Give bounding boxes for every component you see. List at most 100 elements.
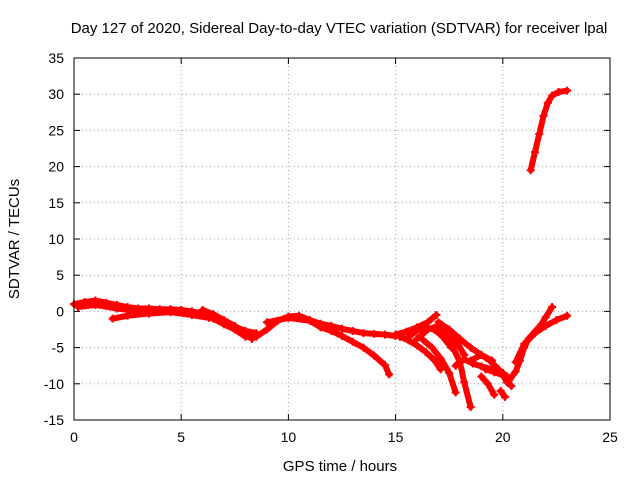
data-point — [539, 111, 548, 120]
y-tick-label: 20 — [48, 159, 64, 175]
data-point — [262, 325, 271, 334]
data-point — [316, 323, 325, 332]
y-axis-label: SDTVAR / TECUs — [6, 179, 23, 299]
y-tick-label: 25 — [48, 122, 64, 138]
data-point — [505, 376, 514, 385]
data-point — [451, 388, 460, 397]
data-point — [359, 329, 368, 338]
data-point — [477, 372, 486, 381]
data-point — [436, 365, 445, 374]
y-tick-label: 5 — [56, 267, 64, 283]
data-point — [430, 355, 439, 364]
data-point — [198, 305, 207, 314]
data-point — [241, 330, 250, 339]
data-point — [511, 358, 520, 367]
y-tick-label: 30 — [48, 86, 64, 102]
series-arc-q — [496, 387, 509, 401]
data-point — [220, 316, 229, 325]
data-point — [166, 308, 175, 317]
data-point — [485, 356, 494, 365]
data-point — [490, 368, 499, 377]
data-point — [187, 311, 196, 320]
data-point — [466, 343, 475, 352]
data-point — [554, 88, 563, 97]
series-arc-o — [477, 372, 499, 399]
data-point — [466, 356, 475, 365]
x-tick-label: 10 — [281, 429, 297, 445]
data-point — [511, 367, 520, 376]
data-point — [247, 334, 256, 343]
data-point — [284, 313, 293, 322]
data-point — [520, 339, 529, 348]
x-tick-label: 25 — [602, 429, 618, 445]
data-point — [563, 311, 572, 320]
data-point — [451, 361, 460, 370]
x-tick-label: 15 — [388, 429, 404, 445]
data-point — [483, 379, 492, 388]
x-axis-label: GPS time / hours — [283, 458, 397, 475]
data-point — [490, 390, 499, 399]
data-point — [348, 337, 357, 346]
chart-title: Day 127 of 2020, Sidereal Day-to-day VTE… — [71, 20, 608, 37]
data-point — [460, 355, 469, 364]
data-point — [455, 334, 464, 343]
data-point — [541, 321, 550, 330]
data-point — [395, 332, 404, 341]
x-tick-label: 20 — [495, 429, 511, 445]
data-series — [70, 86, 572, 411]
grid-lines — [74, 58, 610, 420]
data-point — [530, 148, 539, 157]
data-point — [338, 324, 346, 333]
data-point — [230, 321, 239, 330]
data-point — [413, 334, 422, 343]
data-point — [460, 378, 469, 387]
data-point — [327, 326, 336, 335]
data-point — [262, 318, 271, 327]
data-point — [348, 326, 357, 335]
data-point — [447, 339, 456, 348]
data-point — [481, 365, 490, 374]
data-point — [402, 327, 411, 336]
data-point — [413, 326, 422, 335]
data-point — [477, 350, 486, 359]
data-point — [370, 351, 379, 360]
series-arc-d — [198, 305, 256, 343]
data-point — [548, 91, 557, 100]
data-point — [380, 330, 389, 339]
axis-ticks: 0 5 10 15 20 25 -15 -10 -5 0 5 10 15 20 25 30 35 — [44, 50, 618, 445]
data-point — [419, 336, 428, 345]
data-point — [305, 316, 314, 325]
data-point — [91, 300, 100, 309]
data-point — [445, 368, 454, 377]
data-point — [432, 311, 441, 320]
data-point — [563, 86, 572, 95]
data-point — [530, 329, 539, 338]
series-arc-r — [505, 303, 557, 385]
series-arc-s — [511, 311, 572, 367]
data-point — [541, 313, 550, 322]
y-tick-label: -10 — [44, 376, 64, 392]
data-point — [507, 381, 516, 390]
data-point — [338, 332, 346, 341]
data-point — [548, 303, 557, 312]
data-point — [385, 370, 394, 379]
data-point — [438, 326, 447, 335]
x-tick-label: 0 — [70, 429, 78, 445]
y-tick-label: -15 — [44, 412, 64, 428]
data-point — [535, 130, 544, 139]
data-point — [496, 387, 505, 396]
data-point — [498, 371, 507, 380]
data-point — [370, 329, 379, 338]
data-point — [423, 325, 432, 334]
series-arc-t — [526, 86, 572, 175]
data-point — [421, 347, 430, 356]
series-arc-j — [419, 336, 460, 397]
series-arc-c — [108, 308, 214, 323]
data-point — [428, 343, 437, 352]
data-point — [526, 166, 535, 175]
series-arc-e — [262, 313, 394, 379]
x-tick-label: 5 — [177, 429, 185, 445]
y-tick-label: -5 — [52, 340, 65, 356]
data-point — [108, 314, 117, 323]
